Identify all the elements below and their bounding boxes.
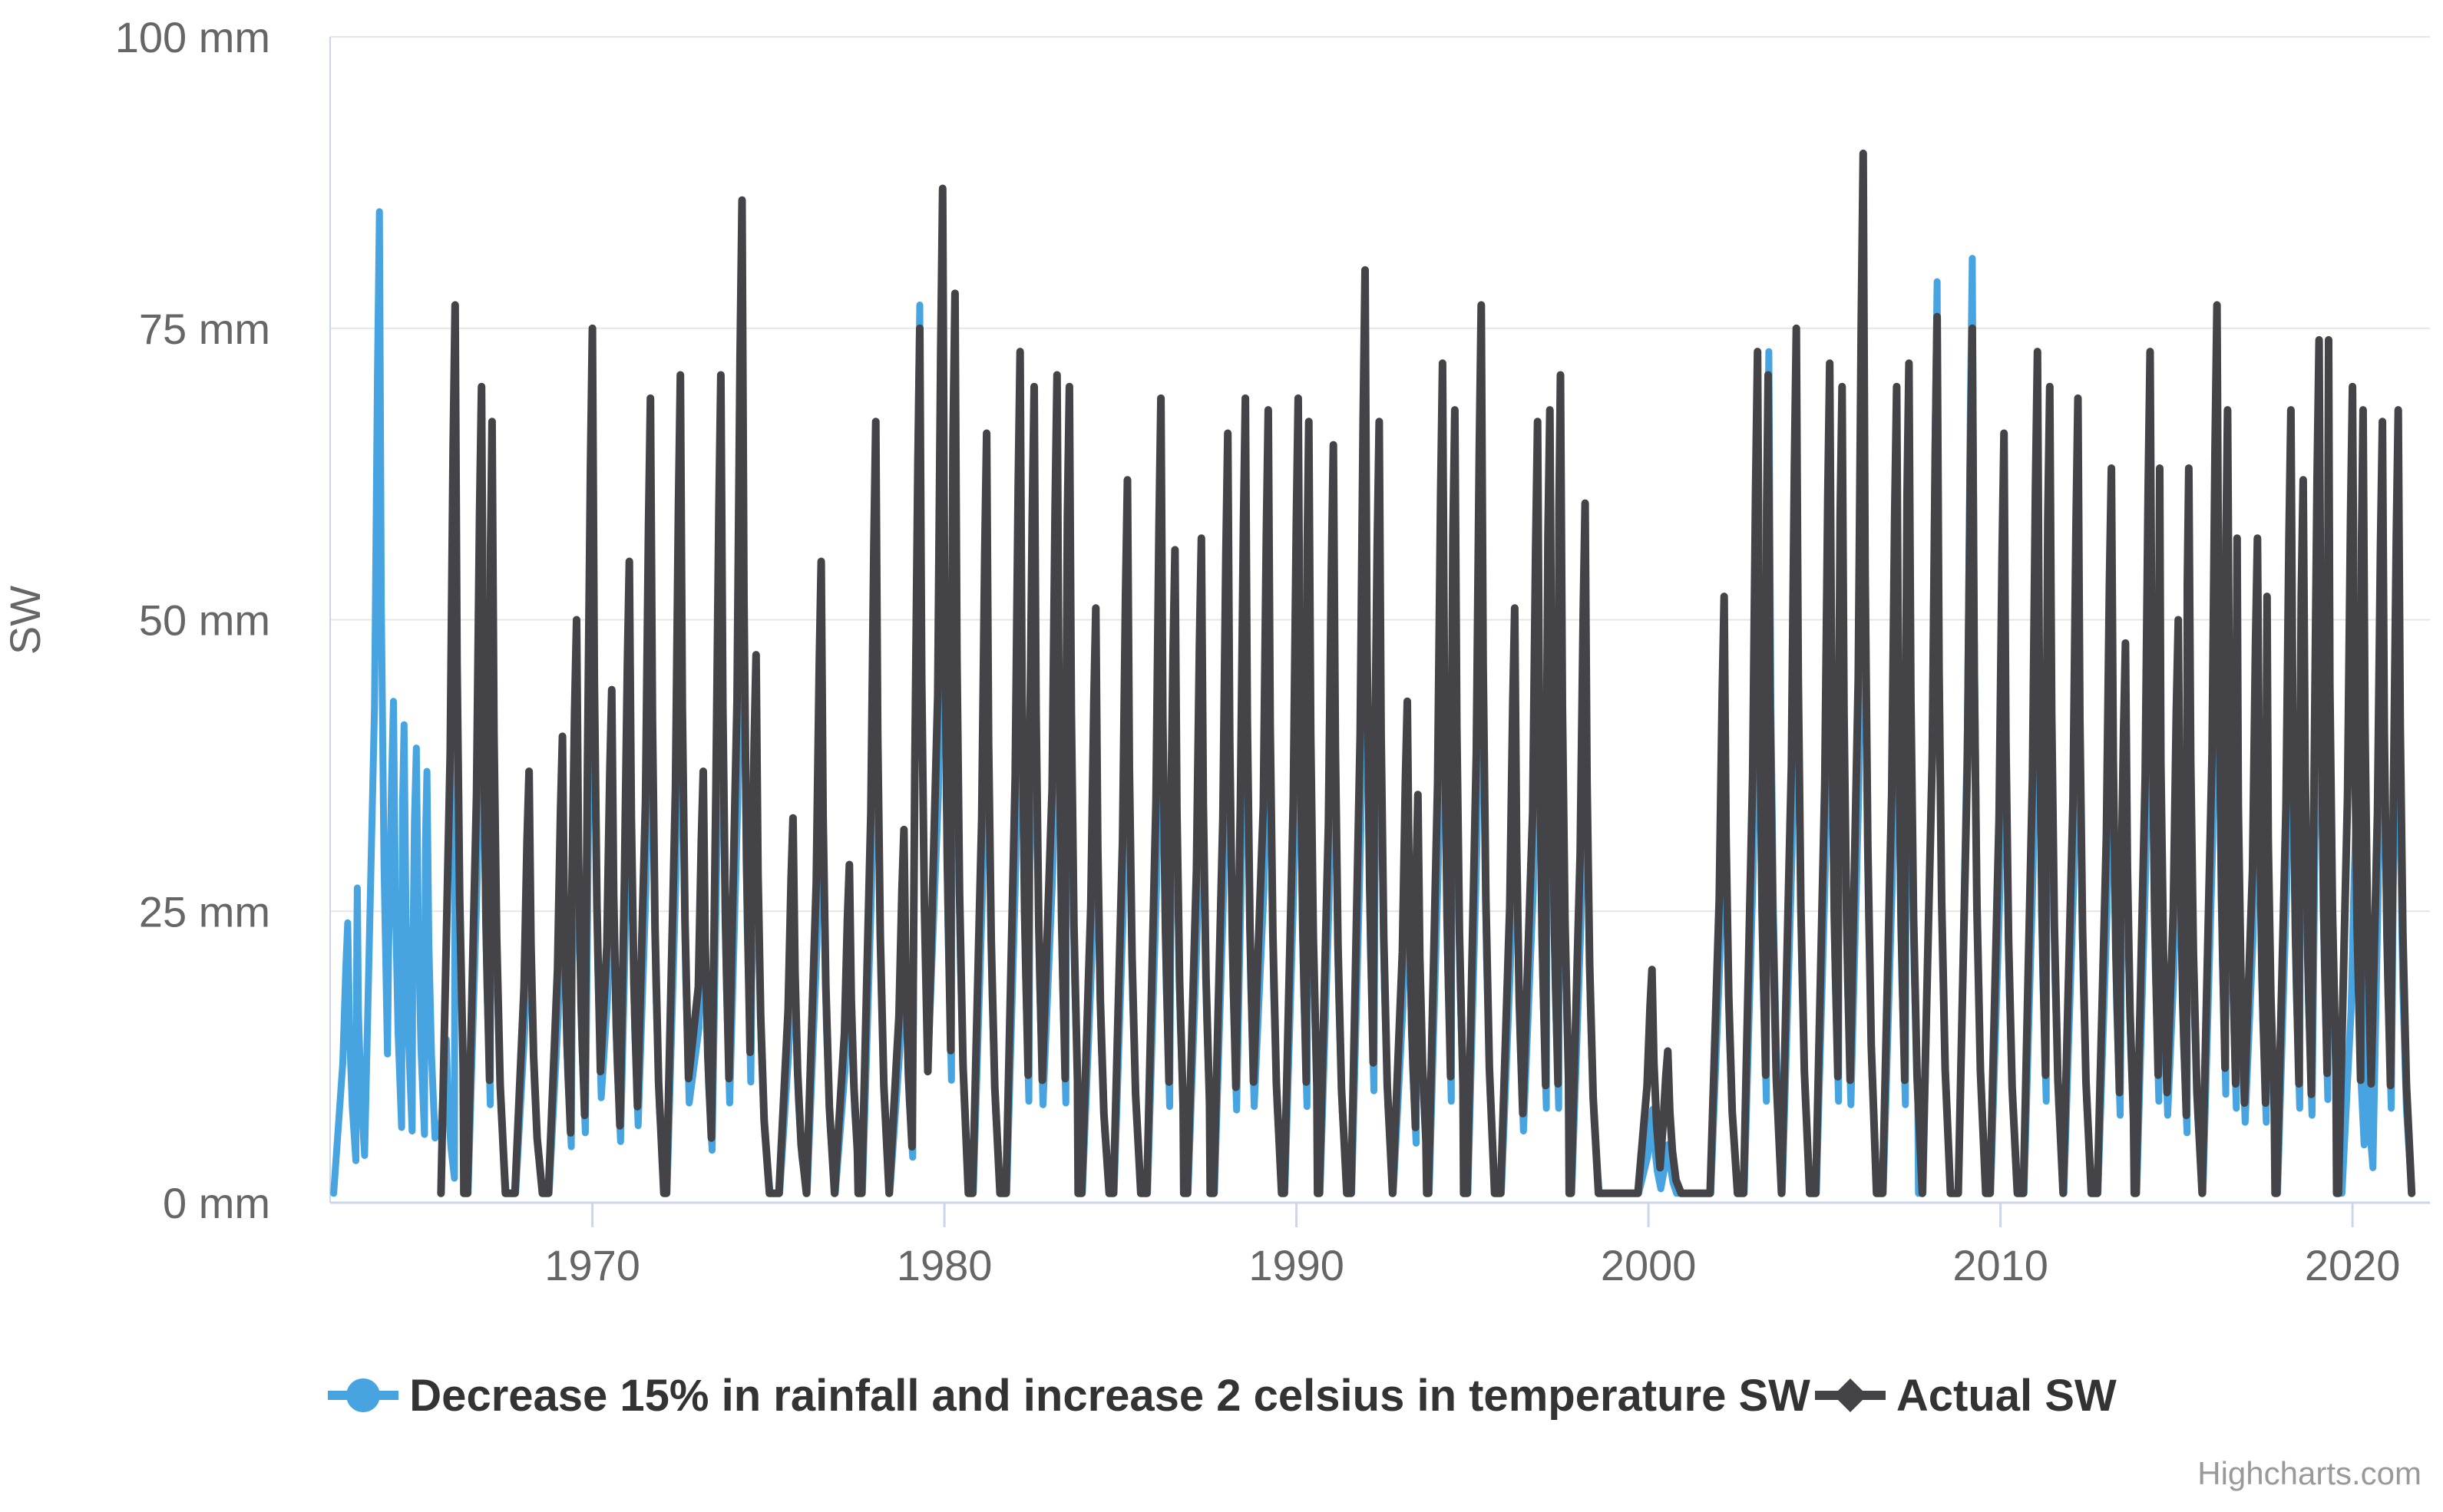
legend-label-scenario: Decrease 15% in rainfall and increase 2 … bbox=[409, 1370, 1810, 1421]
x-tick-marks bbox=[591, 1203, 2354, 1227]
y-tick-label-50: 50 mm bbox=[139, 596, 270, 645]
legend-marker-circle-icon bbox=[328, 1378, 399, 1412]
axis-lines bbox=[329, 37, 2430, 1204]
legend: Decrease 15% in rainfall and increase 2 … bbox=[0, 1349, 2443, 1441]
legend-item-actual[interactable]: Actual SW bbox=[1813, 1370, 2117, 1421]
legend-marker-diamond-icon bbox=[1814, 1378, 1886, 1412]
x-tick-label-2000: 2000 bbox=[1601, 1241, 1697, 1289]
series-line-actual bbox=[437, 149, 2416, 1197]
x-tick-label-2020: 2020 bbox=[2305, 1241, 2401, 1289]
x-tick-label-1980: 1980 bbox=[897, 1241, 993, 1289]
highcharts-credits-link[interactable]: Highcharts.com bbox=[2197, 1455, 2422, 1491]
x-axis-tick-labels: 1970 1980 1990 2000 2010 2020 bbox=[544, 1241, 2400, 1289]
y-tick-label-100: 100 mm bbox=[115, 13, 270, 61]
series-group bbox=[330, 149, 2416, 1197]
y-tick-label-75: 75 mm bbox=[139, 305, 270, 353]
y-axis-title: SW bbox=[1, 586, 49, 655]
y-tick-label-0: 0 mm bbox=[163, 1179, 270, 1227]
y-axis-tick-labels: 0 mm 25 mm 50 mm 75 mm 100 mm bbox=[115, 13, 270, 1227]
x-tick-label-1990: 1990 bbox=[1248, 1241, 1344, 1289]
x-tick-label-2010: 2010 bbox=[1952, 1241, 2048, 1289]
x-tick-label-1970: 1970 bbox=[544, 1241, 640, 1289]
legend-label-actual: Actual SW bbox=[1896, 1370, 2117, 1421]
y-tick-label-25: 25 mm bbox=[139, 887, 270, 936]
legend-item-scenario[interactable]: Decrease 15% in rainfall and increase 2 … bbox=[326, 1370, 1810, 1421]
